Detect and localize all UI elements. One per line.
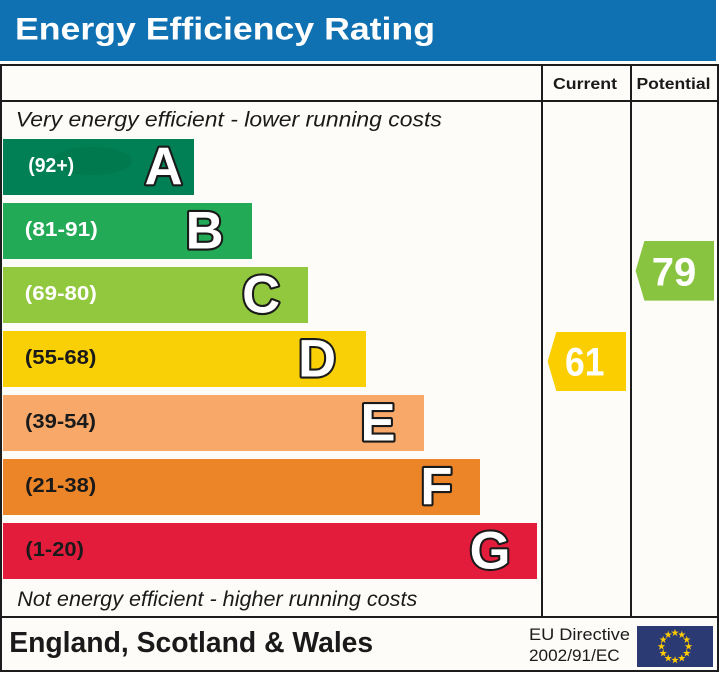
svg-text:EU Directive: EU Directive [529, 625, 630, 644]
svg-text:(55-68): (55-68) [25, 347, 97, 369]
svg-text:Potential: Potential [637, 76, 711, 93]
svg-text:D: D [298, 330, 336, 389]
svg-text:Energy Efficiency Rating: Energy Efficiency Rating [15, 11, 435, 47]
svg-text:Very energy efficient - lower: Very energy efficient - lower running co… [16, 108, 442, 132]
svg-text:Not energy efficient - higher: Not energy efficient - higher running co… [17, 587, 417, 611]
svg-text:61: 61 [565, 341, 605, 385]
svg-text:G: G [470, 522, 511, 581]
svg-text:(69-80): (69-80) [25, 283, 97, 305]
svg-text:A: A [145, 138, 183, 197]
svg-text:Current: Current [553, 76, 618, 93]
svg-text:(81-91): (81-91) [25, 219, 98, 241]
svg-text:B: B [186, 202, 224, 261]
svg-text:(21-38): (21-38) [25, 475, 96, 497]
svg-text:2002/91/EC: 2002/91/EC [529, 646, 620, 665]
svg-text:79: 79 [652, 250, 697, 294]
svg-text:E: E [360, 394, 395, 453]
svg-text:(92+): (92+) [28, 155, 74, 177]
svg-text:F: F [420, 458, 452, 517]
svg-text:England, Scotland & Wales: England, Scotland & Wales [9, 627, 373, 659]
svg-text:(1-20): (1-20) [25, 539, 84, 561]
svg-text:(39-54): (39-54) [25, 411, 96, 433]
svg-text:C: C [242, 266, 280, 325]
